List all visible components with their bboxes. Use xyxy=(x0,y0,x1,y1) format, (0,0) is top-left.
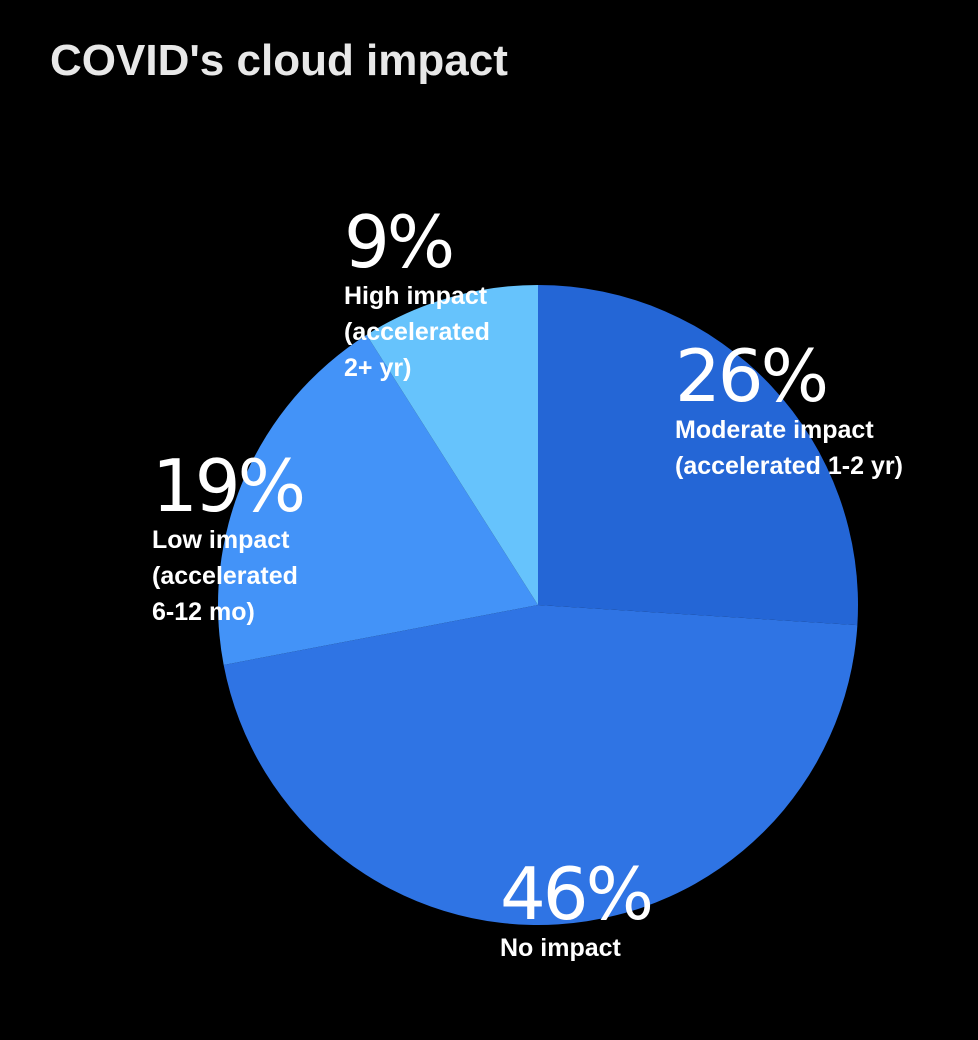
desc-low-impact: Low impact (accelerated 6-12 mo) xyxy=(152,526,298,626)
label-no-impact: 46% No impact xyxy=(500,852,654,966)
percent-high-impact: 9% xyxy=(344,200,455,284)
percent-low-impact: 19% xyxy=(152,444,306,528)
pie-slice-moderate xyxy=(538,285,859,626)
desc-moderate-impact: Moderate impact (accelerated 1-2 yr) xyxy=(675,416,903,480)
pie-slice-none xyxy=(223,605,858,925)
label-low-impact: 19% Low impact (accelerated 6-12 mo) xyxy=(152,444,306,630)
percent-no-impact: 46% xyxy=(500,852,654,936)
label-moderate-impact: 26% Moderate impact (accelerated 1-2 yr) xyxy=(675,340,903,484)
pie-slice-high xyxy=(366,285,538,605)
percent-moderate-impact: 26% xyxy=(675,334,829,418)
chart-title: COVID's cloud impact xyxy=(50,36,508,85)
desc-no-impact: No impact xyxy=(500,934,621,962)
pie-slice-low xyxy=(218,334,538,665)
desc-high-impact: High impact (accelerated 2+ yr) xyxy=(344,282,490,382)
label-high-impact: 9% High impact (accelerated 2+ yr) xyxy=(344,206,490,386)
